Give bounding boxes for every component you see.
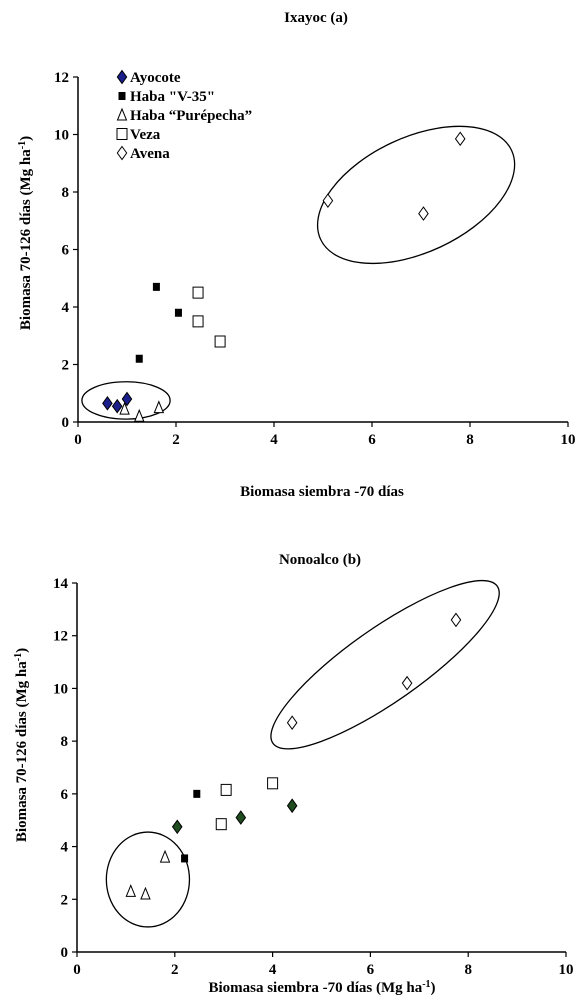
chart-a-x-tick-label: 6 <box>368 432 376 448</box>
chart-b-y-tick-label: 14 <box>53 576 69 592</box>
legend-label: Ayocote <box>130 70 181 86</box>
chart-b-x-tick-label: 8 <box>464 962 472 978</box>
chart-b-y-tick-label: 10 <box>53 681 68 697</box>
chart-a-x-tick-label: 0 <box>74 432 82 448</box>
chart-b-title: Nonoalco (b) <box>279 552 361 568</box>
chart-b-point <box>450 612 462 628</box>
chart-a-point <box>111 398 123 414</box>
chart-b-point <box>235 810 247 825</box>
chart-a-point <box>174 308 182 317</box>
chart-a-y-tick-label: 4 <box>62 300 70 316</box>
chart-b-point <box>220 783 232 796</box>
chart-a-x-tick-label: 10 <box>561 432 576 448</box>
chart-b-y-tick-label: 6 <box>61 787 69 803</box>
chart-b-point <box>267 777 279 790</box>
chart-b-y-tick-label: 12 <box>53 629 68 645</box>
chart-a-y-tick-label: 10 <box>54 128 69 144</box>
legend-marker <box>116 107 128 121</box>
chart-nonoalco: Nonoalco (b) Biomasa siembra -70 días (M… <box>13 552 574 996</box>
chart-b-xlabel: Biomasa siembra -70 días (Mg ha-1) <box>208 979 435 997</box>
chart-a-xlabel: Biomasa siembra -70 días <box>240 484 404 500</box>
chart-a-point <box>135 354 143 363</box>
chart-a-title: Ixayoc (a) <box>284 10 348 26</box>
chart-b-point <box>181 854 189 863</box>
chart-b-y-tick-label: 8 <box>61 734 69 750</box>
chart-b-y-tick-label: 0 <box>61 945 69 961</box>
chart-a-y-tick-label: 0 <box>62 415 70 431</box>
chart-a-point <box>322 193 334 208</box>
chart-a-y-tick-label: 2 <box>62 358 70 374</box>
legend-label: Avena <box>130 146 170 162</box>
chart-b-point <box>159 849 171 863</box>
legend-marker <box>116 128 128 140</box>
chart-b-group-ellipse <box>270 579 500 750</box>
chart-b-point <box>215 818 227 831</box>
chart-b-x-tick-label: 4 <box>269 962 277 978</box>
chart-a-point <box>153 400 165 414</box>
chart-b-x-tick-label: 2 <box>171 962 179 978</box>
chart-b-point <box>171 819 183 835</box>
chart-a-x-tick-label: 2 <box>172 432 180 448</box>
chart-b-y-tick-label: 4 <box>61 840 69 856</box>
chart-b-point <box>125 884 137 897</box>
chart-b-y-tick-label: 2 <box>61 892 69 908</box>
chart-a-point <box>454 131 466 147</box>
chart-a-x-tick-label: 8 <box>466 432 474 448</box>
chart-a-x-tick-label: 4 <box>270 432 278 448</box>
chart-b-x-tick-label: 10 <box>559 962 574 978</box>
legend-label: Haba “Purépecha” <box>130 108 252 124</box>
chart-a-point <box>418 206 429 221</box>
chart-a-legend: Ayocote Haba "V-35" Haba “Purépecha” Veza Av… <box>116 69 252 162</box>
chart-a-point <box>192 315 204 328</box>
chart-b-point <box>286 715 298 731</box>
legend-marker <box>116 145 128 161</box>
chart-b-x-tick-label: 0 <box>73 962 81 978</box>
chart-b-point <box>286 798 298 814</box>
chart-a-point <box>134 408 145 422</box>
legend-marker <box>118 92 126 100</box>
chart-a-point <box>102 395 113 411</box>
chart-a-ylabel: Biomasa 70-126 días (Mg ha-1) <box>17 136 35 330</box>
chart-b-group-ellipse <box>105 831 191 928</box>
chart-a-point <box>119 401 130 415</box>
legend-label: Veza <box>130 127 161 143</box>
legend-marker <box>116 69 128 85</box>
chart-b-ylabel: Biomasa 70-126 días (Mg ha-1) <box>13 648 31 842</box>
chart-a-point <box>152 282 160 291</box>
legend-label: Haba "V-35" <box>130 89 215 105</box>
chart-a-y-tick-label: 8 <box>62 185 70 201</box>
chart-b-plot-area: 0 2 4 6 8 10 12 14 0 2 4 6 8 10 <box>53 576 574 978</box>
chart-ixayoc: Ixayoc (a) Biomasa siembra -70 días Biom… <box>17 10 576 500</box>
chart-b-point <box>140 886 151 900</box>
chart-a-group-ellipse <box>316 125 516 265</box>
chart-b-x-tick-label: 6 <box>367 962 375 978</box>
chart-b-point <box>193 789 201 798</box>
chart-a-group-ellipse <box>81 381 171 420</box>
chart-a-y-tick-label: 6 <box>62 243 70 259</box>
chart-b-point <box>401 675 413 691</box>
chart-a-point <box>214 335 226 348</box>
chart-a-y-tick-label: 12 <box>54 70 69 86</box>
chart-a-point <box>192 286 204 299</box>
chart-a-point <box>121 391 133 407</box>
chart-a-plot-area: 0 2 4 6 8 10 12 0 2 4 6 8 10 <box>54 70 576 448</box>
